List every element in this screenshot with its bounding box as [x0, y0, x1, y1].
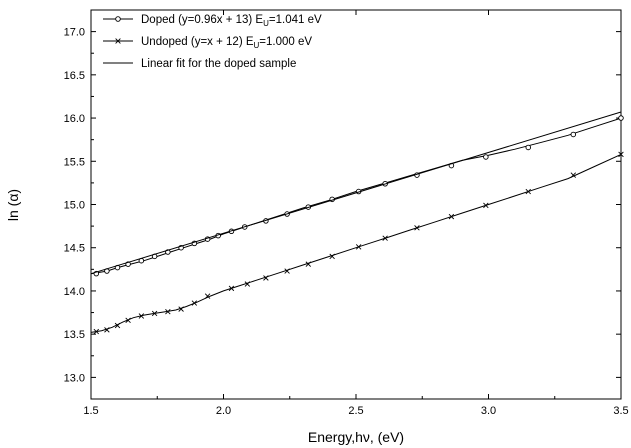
y-tick-label: 16.5	[64, 70, 85, 82]
data-point-x	[570, 172, 577, 178]
data-point-x	[525, 188, 531, 195]
y-axis-title: ln (α)	[5, 189, 21, 221]
data-point-x	[414, 225, 420, 231]
data-point-x	[382, 235, 388, 241]
legend-label-tail: =1.041 eV	[269, 14, 322, 26]
y-tick-label: 14.5	[64, 243, 85, 255]
legend-label-main: Linear fit for the doped sample	[141, 58, 296, 70]
data-point-x	[104, 327, 110, 333]
plot-frame-group	[90, 9, 622, 400]
data-point-x	[483, 202, 489, 209]
y-tick-label: 17.0	[64, 27, 85, 39]
data-point-x	[165, 308, 171, 315]
data-point-x	[191, 300, 198, 306]
x-tick-label: 2.5	[348, 405, 363, 417]
y-tick-label: 15.5	[64, 156, 85, 168]
legend-label-subscript: U	[263, 19, 269, 28]
x-tick-label: 2.0	[216, 405, 231, 417]
x-tick-label: 1.5	[83, 405, 98, 417]
data-point-x	[138, 313, 145, 319]
legend-label-main: Undoped (y=x + 12) E	[141, 36, 254, 48]
data-point-x	[618, 151, 624, 158]
data-point-x	[244, 281, 251, 287]
data-point-circle	[618, 115, 624, 121]
data-point-circle	[483, 154, 489, 160]
y-tick-label: 14.0	[64, 286, 85, 298]
data-point-x	[114, 322, 121, 329]
data-point-circle	[570, 131, 577, 138]
y-tick-label: 13.0	[64, 372, 85, 384]
data-point-x	[284, 268, 290, 274]
legend-label-tail: =1.000 eV	[259, 36, 312, 48]
series-line	[90, 153, 622, 333]
data-point-x	[151, 310, 158, 317]
series-2	[90, 111, 622, 275]
legend-label: Linear fit for the doped sample	[141, 58, 296, 70]
data-point-x	[204, 293, 211, 299]
x-tick-label: 3.5	[613, 405, 628, 417]
data-point-x	[329, 253, 335, 260]
x-axis-title: Energy,hν, (eV)	[308, 429, 404, 445]
legend: Doped (y=0.96x + 13) EU=1.041 eVUndoped …	[103, 14, 322, 70]
series-layer	[90, 111, 624, 335]
legend-label: Undoped (y=x + 12) EU=1.000 eV	[141, 36, 312, 50]
data-point-x	[448, 213, 455, 220]
data-point-circle	[525, 144, 532, 151]
plot-frame	[90, 9, 622, 400]
legend-marker-x	[115, 38, 121, 44]
data-point-x	[93, 328, 100, 335]
data-point-x	[178, 306, 184, 312]
data-point-x	[263, 275, 269, 281]
y-tick-label: 13.5	[64, 329, 85, 341]
legend-label-main: Doped (y=0.96x + 13) E	[141, 14, 263, 26]
data-point-x	[355, 244, 362, 250]
series-1	[90, 151, 624, 335]
data-point-x	[125, 317, 131, 324]
legend-label: Doped (y=0.96x + 13) EU=1.041 eV	[141, 14, 322, 28]
series-line	[90, 111, 622, 275]
y-tick-label: 15.0	[64, 200, 85, 212]
legend-marker-circle	[115, 16, 121, 22]
axis-ticks: 1.5 2.0 2.5 3.0 3.5 13.0 13.5 14.0 14.5 15.0 15.5 1…	[64, 10, 629, 417]
data-point-x	[228, 285, 235, 292]
y-tick-label: 16.0	[64, 113, 85, 125]
x-tick-label: 3.0	[481, 405, 496, 417]
data-point-x	[305, 261, 312, 267]
legend-label-subscript: U	[254, 41, 260, 50]
